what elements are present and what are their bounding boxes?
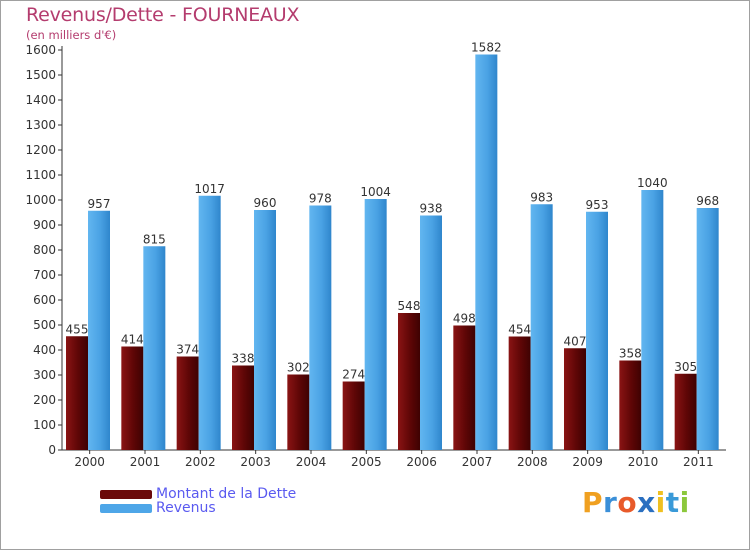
y-tick-label: 300 bbox=[33, 368, 56, 382]
x-tick-label: 2002 bbox=[185, 455, 216, 469]
data-label-revenue: 968 bbox=[696, 194, 719, 208]
legend-label-debt: Montant de la Dette bbox=[156, 486, 297, 502]
y-tick-label: 1200 bbox=[25, 143, 56, 157]
bar-revenue bbox=[198, 195, 221, 450]
data-label-debt: 548 bbox=[398, 299, 421, 313]
legend-item-revenue: Revenus bbox=[100, 500, 216, 516]
y-tick-label: 200 bbox=[33, 393, 56, 407]
bar-debt bbox=[564, 348, 586, 450]
x-tick-label: 2001 bbox=[130, 455, 161, 469]
data-label-revenue: 1582 bbox=[471, 41, 502, 55]
x-tick-label: 2008 bbox=[517, 455, 548, 469]
data-label-debt: 338 bbox=[232, 352, 255, 366]
data-label-debt: 374 bbox=[176, 343, 199, 357]
data-label-debt: 454 bbox=[508, 323, 531, 337]
bar-revenue bbox=[696, 208, 719, 450]
chart-title: Revenus/Dette - FOURNEAUX bbox=[26, 4, 300, 26]
chart-subtitle: (en milliers d'€) bbox=[26, 28, 117, 42]
y-tick-label: 600 bbox=[33, 293, 56, 307]
bar-debt bbox=[398, 313, 420, 450]
bar-revenue bbox=[475, 54, 498, 450]
y-tick-label: 0 bbox=[48, 443, 56, 457]
data-label-revenue: 938 bbox=[420, 202, 443, 216]
y-tick-label: 1400 bbox=[25, 93, 56, 107]
bar-revenue bbox=[586, 211, 608, 450]
y-tick-label: 1100 bbox=[25, 168, 56, 182]
data-label-debt: 498 bbox=[453, 312, 476, 326]
y-tick-label: 1000 bbox=[25, 193, 56, 207]
data-label-revenue: 815 bbox=[143, 232, 166, 246]
bar-debt bbox=[232, 365, 254, 450]
bar-revenue bbox=[309, 205, 332, 450]
bar-debt bbox=[342, 381, 365, 450]
legend-label-revenue: Revenus bbox=[156, 500, 216, 516]
y-tick-label: 900 bbox=[33, 218, 56, 232]
bar-revenue bbox=[530, 204, 553, 450]
y-tick-label: 500 bbox=[33, 318, 56, 332]
x-tick-label: 2004 bbox=[296, 455, 327, 469]
x-tick-label: 2000 bbox=[74, 455, 105, 469]
bar-revenue bbox=[143, 246, 166, 450]
x-tick-label: 2007 bbox=[462, 455, 493, 469]
logo-letter: x bbox=[637, 486, 656, 519]
x-tick-label: 2010 bbox=[628, 455, 659, 469]
x-tick-label: 2009 bbox=[572, 455, 603, 469]
data-label-debt: 407 bbox=[564, 334, 587, 348]
data-label-revenue: 978 bbox=[309, 192, 332, 206]
bar-revenue bbox=[88, 210, 110, 450]
y-tick-label: 1300 bbox=[25, 118, 56, 132]
data-label-debt: 305 bbox=[674, 360, 697, 374]
data-label-revenue: 957 bbox=[88, 197, 111, 211]
data-label-debt: 302 bbox=[287, 361, 310, 375]
y-tick-label: 800 bbox=[33, 243, 56, 257]
bar-revenue bbox=[420, 215, 442, 450]
bar-debt bbox=[453, 325, 476, 450]
legend-swatch-debt bbox=[100, 489, 152, 499]
bar-debt bbox=[121, 346, 144, 450]
x-tick-label: 2011 bbox=[683, 455, 714, 469]
data-label-debt: 455 bbox=[66, 322, 89, 336]
y-tick-label: 1600 bbox=[25, 43, 56, 57]
data-label-revenue: 1004 bbox=[360, 185, 391, 199]
x-tick-label: 2005 bbox=[351, 455, 382, 469]
proxiti-logo: Proxiti bbox=[582, 486, 690, 519]
y-tick-label: 400 bbox=[33, 343, 56, 357]
bar-debt bbox=[508, 336, 531, 450]
x-tick-label: 2006 bbox=[406, 455, 437, 469]
y-tick-label: 100 bbox=[33, 418, 56, 432]
bar-debt bbox=[619, 360, 642, 450]
data-label-revenue: 983 bbox=[530, 190, 553, 204]
data-label-revenue: 1017 bbox=[194, 182, 225, 196]
bar-debt bbox=[66, 336, 88, 450]
legend-swatch-revenue bbox=[100, 503, 152, 513]
logo-letter: r bbox=[603, 486, 618, 519]
logo-letter: i bbox=[655, 486, 666, 519]
bar-revenue bbox=[641, 190, 664, 450]
data-label-revenue: 1040 bbox=[637, 176, 668, 190]
data-label-debt: 274 bbox=[342, 368, 365, 382]
data-label-revenue: 953 bbox=[586, 198, 609, 212]
bar-revenue bbox=[364, 199, 387, 450]
data-label-debt: 358 bbox=[619, 347, 642, 361]
data-label-revenue: 960 bbox=[254, 196, 277, 210]
bar-debt bbox=[674, 373, 697, 450]
y-tick-label: 700 bbox=[33, 268, 56, 282]
bar-debt bbox=[176, 356, 199, 450]
logo-letter: P bbox=[582, 486, 604, 519]
legend-item-debt: Montant de la Dette bbox=[100, 486, 296, 502]
logo-letter: o bbox=[617, 486, 638, 519]
x-tick-label: 2003 bbox=[240, 455, 271, 469]
logo-letter: t bbox=[665, 486, 680, 519]
data-label-debt: 414 bbox=[121, 333, 144, 347]
bar-revenue bbox=[254, 210, 276, 450]
y-tick-label: 1500 bbox=[25, 68, 56, 82]
logo-letter: i bbox=[679, 486, 690, 519]
bar-debt bbox=[287, 374, 310, 450]
